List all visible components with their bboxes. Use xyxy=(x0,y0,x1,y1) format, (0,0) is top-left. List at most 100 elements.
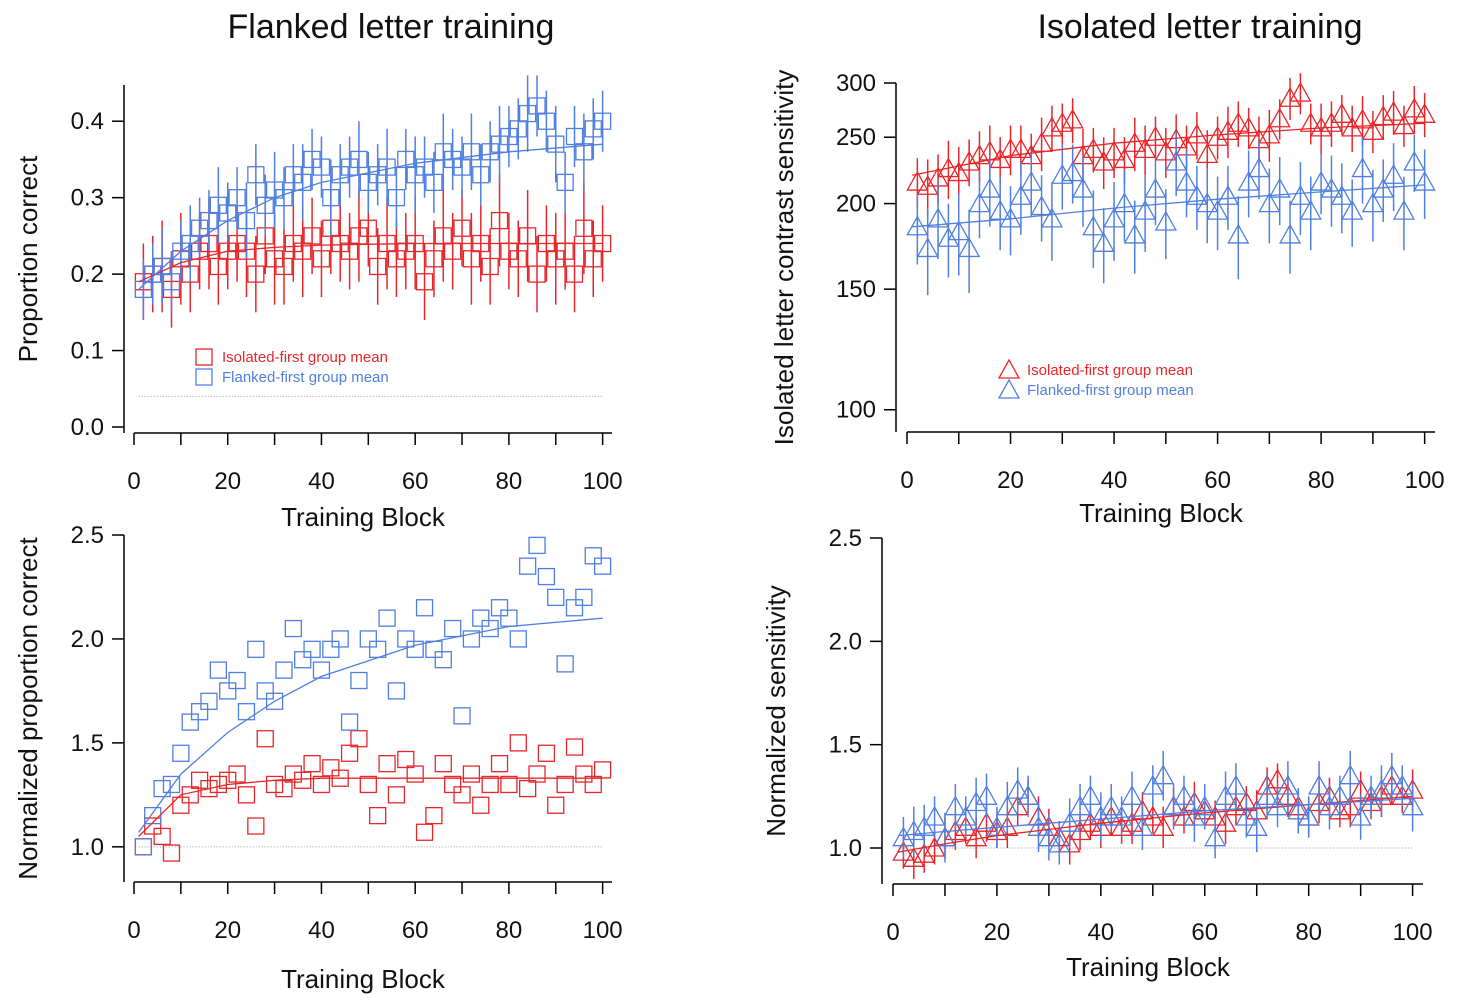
marker xyxy=(481,775,499,794)
marker xyxy=(1391,774,1414,795)
marker xyxy=(237,703,256,721)
y-tick-label: 0.4 xyxy=(71,108,104,135)
marker xyxy=(1110,805,1133,826)
marker xyxy=(892,826,915,847)
marker xyxy=(1113,148,1136,169)
marker xyxy=(1162,795,1185,816)
marker xyxy=(453,158,471,176)
marker xyxy=(947,220,970,241)
marker xyxy=(1258,192,1281,213)
marker xyxy=(937,226,960,247)
marker xyxy=(472,609,490,627)
marker xyxy=(978,177,1001,198)
marker xyxy=(1009,138,1032,159)
marker xyxy=(1006,778,1029,799)
marker xyxy=(1287,799,1310,820)
marker xyxy=(1245,815,1268,836)
fit-curve xyxy=(138,777,603,837)
marker xyxy=(547,796,565,814)
marker xyxy=(537,744,556,762)
marker xyxy=(462,765,481,783)
marker xyxy=(1299,199,1322,220)
marker xyxy=(247,640,265,658)
y-axis-label: Proportion correct xyxy=(13,155,43,362)
marker xyxy=(219,771,237,789)
marker xyxy=(1071,177,1095,198)
marker xyxy=(1030,195,1053,216)
x-axis-label: Training Block xyxy=(281,502,446,532)
marker xyxy=(1175,170,1198,191)
fit-curve xyxy=(138,242,603,283)
marker xyxy=(1214,784,1237,805)
marker xyxy=(1339,764,1362,785)
marker xyxy=(369,640,387,658)
x-tick-label: 80 xyxy=(496,917,523,944)
marker xyxy=(547,135,565,153)
x-tick-label: 60 xyxy=(402,468,429,495)
marker xyxy=(1328,784,1351,805)
marker xyxy=(1361,119,1384,140)
marker xyxy=(322,640,340,658)
marker xyxy=(1172,784,1196,805)
marker xyxy=(1351,108,1374,129)
marker xyxy=(303,640,321,658)
marker xyxy=(1237,116,1260,137)
marker xyxy=(134,838,153,856)
legend-label: Flanked-first group mean xyxy=(222,369,389,386)
x-tick-label: 0 xyxy=(127,468,140,495)
marker xyxy=(1227,223,1250,244)
marker xyxy=(247,265,265,283)
y-tick-label: 1.5 xyxy=(71,730,104,757)
marker xyxy=(406,765,424,783)
marker xyxy=(528,97,546,115)
marker xyxy=(565,127,584,146)
marker xyxy=(397,750,415,769)
marker xyxy=(1278,86,1302,107)
marker xyxy=(556,775,574,794)
y-tick-label: 200 xyxy=(836,191,876,218)
marker xyxy=(1152,764,1175,785)
marker xyxy=(1216,184,1240,205)
marker xyxy=(425,173,443,192)
marker xyxy=(1256,784,1279,805)
marker xyxy=(537,112,556,130)
marker xyxy=(209,661,228,679)
marker xyxy=(1224,774,1248,795)
marker xyxy=(1079,784,1102,805)
marker xyxy=(500,609,518,627)
marker xyxy=(134,280,153,299)
marker xyxy=(462,630,481,648)
marker xyxy=(509,250,527,268)
marker xyxy=(1082,138,1105,159)
marker xyxy=(528,765,546,783)
column-title: Flanked letter training xyxy=(228,8,555,46)
marker xyxy=(1120,811,1144,832)
marker xyxy=(528,536,546,555)
marker xyxy=(237,211,256,230)
marker xyxy=(144,806,162,825)
marker xyxy=(1206,125,1229,146)
marker xyxy=(1392,199,1416,220)
marker xyxy=(1144,125,1167,146)
marker xyxy=(1289,184,1312,205)
marker xyxy=(528,265,546,283)
marker xyxy=(247,166,265,184)
marker xyxy=(1193,795,1216,816)
marker xyxy=(340,242,359,260)
marker xyxy=(1289,81,1312,102)
marker xyxy=(397,150,415,169)
marker xyxy=(190,703,209,721)
marker xyxy=(1068,820,1092,841)
x-tick-label: 40 xyxy=(1101,467,1128,494)
marker xyxy=(284,765,302,783)
marker xyxy=(153,827,171,846)
marker xyxy=(153,257,171,276)
marker xyxy=(1185,123,1208,144)
marker xyxy=(906,170,929,191)
marker xyxy=(1120,784,1144,805)
marker xyxy=(340,713,359,731)
marker xyxy=(575,219,593,237)
marker xyxy=(575,588,593,607)
marker xyxy=(219,682,237,700)
fit-curve xyxy=(898,797,1413,837)
